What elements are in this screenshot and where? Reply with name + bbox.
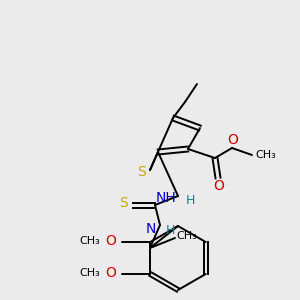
Text: N: N (146, 222, 156, 236)
Text: CH₃: CH₃ (80, 268, 100, 278)
Text: CH₃: CH₃ (256, 150, 276, 160)
Text: O: O (228, 133, 238, 147)
Text: CH₃: CH₃ (80, 236, 100, 246)
Text: H: H (165, 224, 175, 238)
Text: S: S (138, 165, 146, 179)
Text: H: H (185, 194, 195, 206)
Text: O: O (214, 179, 224, 193)
Text: S: S (120, 196, 128, 210)
Text: O: O (105, 234, 116, 248)
Text: NH: NH (155, 191, 176, 205)
Text: CH₃: CH₃ (177, 231, 197, 241)
Text: O: O (105, 266, 116, 280)
